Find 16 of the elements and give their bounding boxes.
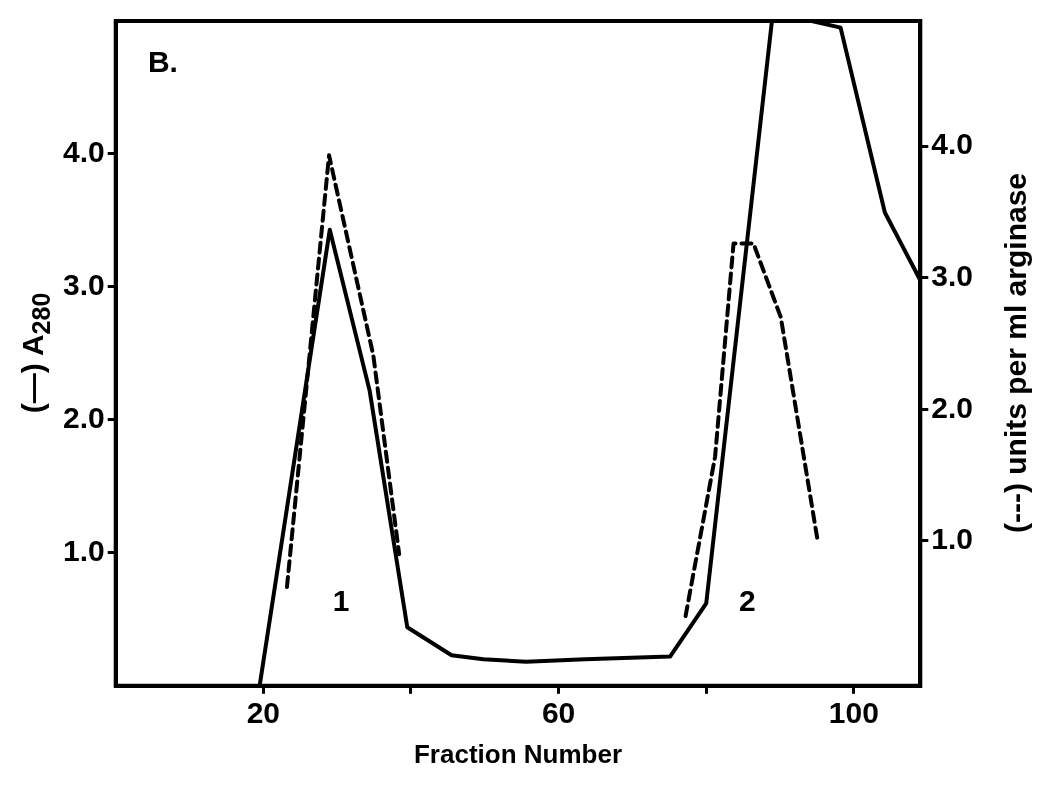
x-tick-label: 20 (246, 696, 281, 730)
y2-axis-title: (---) units per ml arginase (999, 173, 1033, 534)
y-tick-label: 3.0 (62, 268, 105, 302)
y2-tick-label: 3.0 (931, 258, 974, 292)
annotation: 1 (332, 583, 350, 617)
y-tick-label: 1.0 (62, 534, 105, 568)
annotation: B. (147, 45, 178, 79)
x-tick-label: 60 (541, 696, 576, 730)
x-tick-label: 100 (828, 696, 879, 730)
y-tick-label: 2.0 (62, 401, 105, 435)
y-tick-label: 4.0 (62, 135, 105, 169)
x-axis-title: Fraction Number (413, 738, 623, 769)
y2-tick-label: 2.0 (931, 390, 974, 424)
annotation: 2 (738, 583, 756, 617)
y2-tick-label: 1.0 (931, 522, 974, 556)
y2-tick-label: 4.0 (931, 127, 974, 161)
